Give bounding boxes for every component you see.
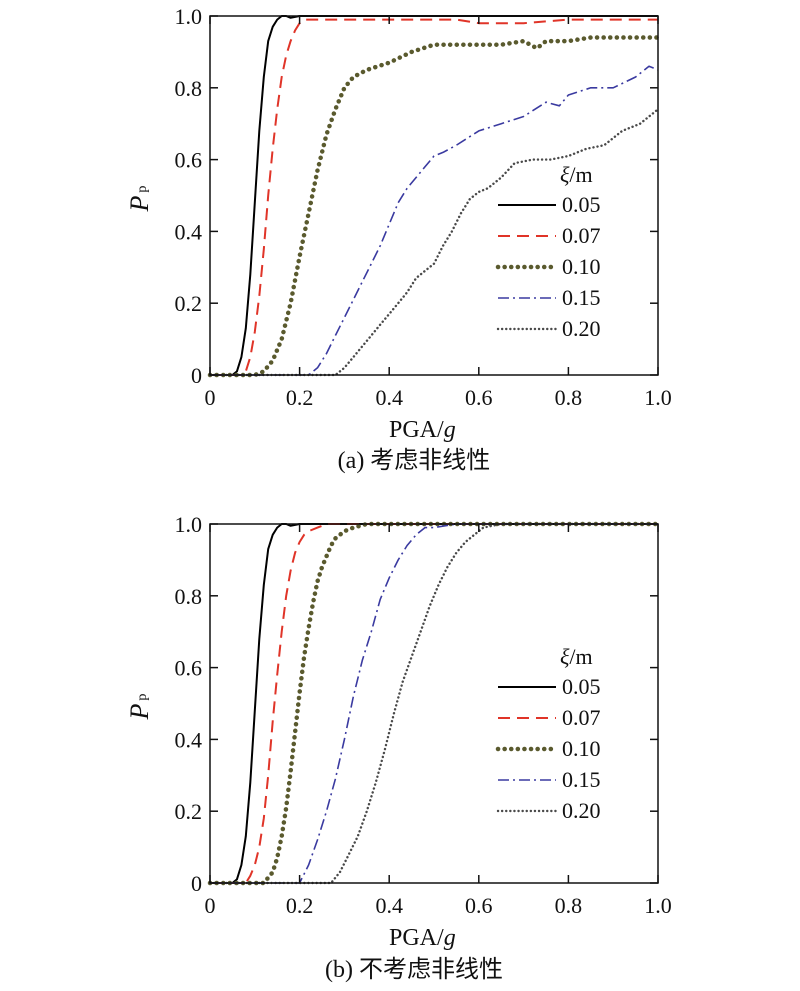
legend-label-0.05: 0.05 <box>562 674 601 699</box>
y-tick-label: 0 <box>191 871 202 896</box>
x-tick-label: 0.2 <box>286 385 314 410</box>
plot-frame <box>209 15 659 376</box>
y-tick-label: 1.0 <box>175 512 203 537</box>
y-tick-label: 1.0 <box>175 4 203 29</box>
y-tick-label: 0.2 <box>175 799 203 824</box>
series-line-0.05 <box>210 523 658 884</box>
chart-panel-b: 0 0.2 0.4 0.6 0.8 1.0 0 0.2 0.4 0.6 0.8 1.0 PGA/g Pp ξ… <box>125 512 672 983</box>
chart-caption: (a) 考虑非线性 <box>338 447 491 474</box>
series-line-0.15 <box>210 65 659 376</box>
legend-label-0.15: 0.15 <box>562 285 601 310</box>
y-tick-label: 0.8 <box>175 584 203 609</box>
series-line-0.15 <box>210 523 658 884</box>
y-tick-label: 0.6 <box>175 148 203 173</box>
legend-label-0.07: 0.07 <box>562 705 601 730</box>
y-axis-label: Pp <box>125 186 154 213</box>
x-tick-label: 0 <box>205 385 216 410</box>
chart-panel-a: 0 0.2 0.4 0.6 0.8 1.0 0 0.2 0.4 0.6 0.8 1.0 PGA/g Pp ξ… <box>125 4 672 474</box>
y-tick-label: 0.4 <box>175 219 203 244</box>
legend-title: ξ/m <box>560 162 593 187</box>
legend-label-0.10: 0.10 <box>562 254 601 279</box>
x-tick-label: 0.4 <box>375 385 403 410</box>
y-tick-label: 0 <box>191 363 202 388</box>
series-line-0.07 <box>210 523 658 884</box>
x-axis-label: PGA/g <box>389 925 456 951</box>
legend-label-0.10: 0.10 <box>562 736 601 761</box>
y-tick-label: 0.2 <box>175 291 203 316</box>
series-line-0.20 <box>208 108 660 377</box>
x-tick-label: 0.8 <box>555 385 583 410</box>
x-tick-label: 1.0 <box>644 385 672 410</box>
x-tick-label: 0.6 <box>465 893 493 918</box>
x-tick-label: 0.2 <box>286 893 314 918</box>
series-line-0.10 <box>207 35 661 378</box>
series-line-0.10 <box>207 521 661 886</box>
plot-frame <box>209 523 659 884</box>
y-tick-label: 0.6 <box>175 656 203 681</box>
x-axis-label: PGA/g <box>389 417 456 443</box>
chart-caption: (b) 不考虑非线性 <box>325 956 503 983</box>
x-tick-label: 1.0 <box>644 893 672 918</box>
y-tick-label: 0.8 <box>175 76 203 101</box>
x-tick-label: 0.8 <box>555 893 583 918</box>
legend-label-0.05: 0.05 <box>562 192 601 217</box>
y-tick-label: 0.4 <box>175 727 203 752</box>
legend-label-0.15: 0.15 <box>562 767 601 792</box>
x-tick-label: 0 <box>205 893 216 918</box>
legend-label-0.20: 0.20 <box>562 798 601 823</box>
x-tick-label: 0.4 <box>375 893 403 918</box>
series-line-0.20 <box>208 522 660 885</box>
y-axis-label: Pp <box>125 694 154 721</box>
legend-title: ξ/m <box>560 644 593 669</box>
legend-label-0.20: 0.20 <box>562 316 601 341</box>
legend-label-0.07: 0.07 <box>562 223 601 248</box>
x-tick-label: 0.6 <box>465 385 493 410</box>
